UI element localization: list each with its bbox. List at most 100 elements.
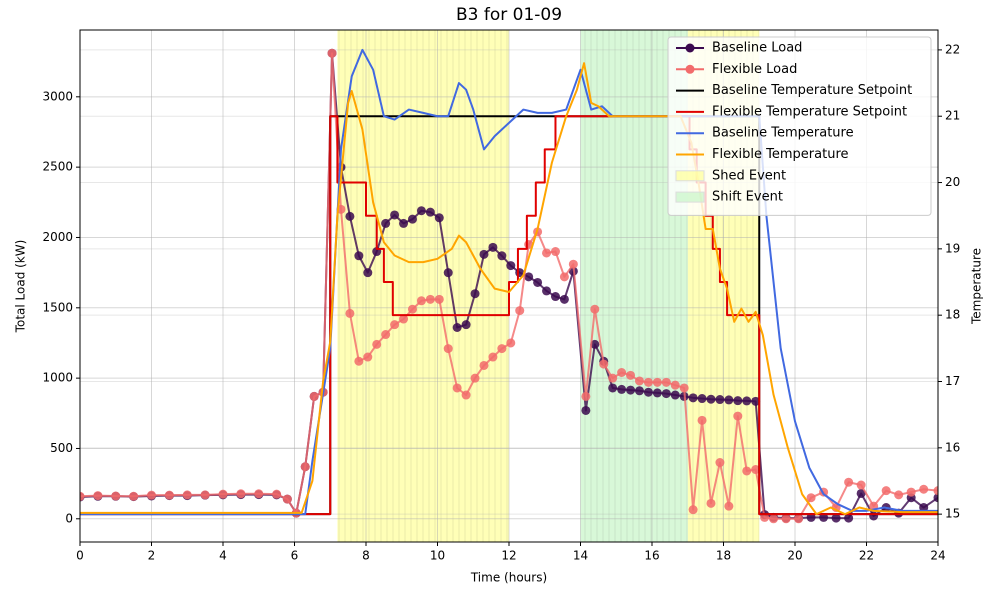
x-tick-label: 18 xyxy=(716,549,731,563)
data-point xyxy=(272,489,282,499)
data-point xyxy=(327,48,337,58)
y2-axis-label: Temperature xyxy=(970,248,984,325)
data-point xyxy=(282,494,292,504)
data-point xyxy=(129,491,139,501)
data-point xyxy=(608,383,618,393)
data-point xyxy=(670,380,680,390)
data-point xyxy=(515,306,525,316)
data-point xyxy=(470,289,480,299)
data-point xyxy=(617,368,627,378)
data-point xyxy=(697,394,707,404)
data-point xyxy=(488,352,498,362)
data-point xyxy=(559,272,569,282)
legend-label: Baseline Temperature Setpoint xyxy=(712,83,912,98)
data-point xyxy=(661,389,671,399)
data-point xyxy=(182,490,192,500)
data-point xyxy=(643,387,653,397)
data-point xyxy=(781,514,791,524)
axes: 0 2 4 6 8 10 12 14 16 18 20 22 240500100015002000250… xyxy=(42,29,960,563)
data-point xyxy=(147,490,156,500)
data-point xyxy=(407,214,417,224)
x-tick-label: 6 xyxy=(291,549,299,563)
data-point xyxy=(894,490,904,500)
data-point xyxy=(856,480,866,490)
y-axis-label: Total Load (kW) xyxy=(14,240,28,334)
data-point xyxy=(345,308,355,318)
data-point xyxy=(434,294,444,304)
data-point xyxy=(80,491,85,501)
plot-frame xyxy=(79,29,939,543)
data-point xyxy=(399,314,409,324)
x-tick-label: 24 xyxy=(930,549,945,563)
x-tick-label: 10 xyxy=(430,549,445,563)
y2-tick-label: 21 xyxy=(945,109,960,123)
data-point xyxy=(434,213,444,223)
data-point xyxy=(452,322,462,332)
data-point xyxy=(550,247,560,257)
data-point xyxy=(751,465,761,475)
legend-label: Flexible Load xyxy=(712,62,797,77)
legend-box xyxy=(667,36,932,216)
data-point xyxy=(390,320,400,330)
data-point xyxy=(461,320,471,330)
data-point xyxy=(617,384,627,394)
data-point xyxy=(856,488,866,498)
x-tick-label: 4 xyxy=(219,549,227,563)
data-point xyxy=(581,405,591,415)
series-line xyxy=(80,62,938,516)
data-point xyxy=(706,394,716,404)
data-point xyxy=(506,338,516,348)
y2-tick-label: 22 xyxy=(945,42,960,56)
data-point xyxy=(769,514,779,524)
data-point xyxy=(254,489,264,499)
data-point xyxy=(806,493,816,503)
data-point xyxy=(881,486,891,496)
data-point xyxy=(733,411,743,421)
data-point xyxy=(652,388,662,398)
x-tick-label: 8 xyxy=(362,549,370,563)
legend-label: Shed Event xyxy=(712,168,786,183)
data-point xyxy=(626,385,636,395)
data-point xyxy=(599,359,609,369)
x-tick-label: 20 xyxy=(787,549,802,563)
data-point xyxy=(679,383,689,393)
data-point xyxy=(443,268,453,278)
data-point xyxy=(844,477,854,487)
data-point xyxy=(670,390,680,400)
y-tick-label: 0 xyxy=(65,511,73,525)
series-line xyxy=(80,48,938,516)
data-point xyxy=(724,395,734,405)
data-point xyxy=(363,268,373,278)
data-point xyxy=(831,513,841,523)
data-point xyxy=(345,211,355,221)
data-point xyxy=(470,373,480,383)
data-point xyxy=(416,296,426,306)
data-point xyxy=(688,505,698,515)
data-point xyxy=(697,415,707,425)
data-point xyxy=(354,356,364,366)
data-point xyxy=(919,484,929,494)
data-point xyxy=(372,339,382,349)
data-point xyxy=(309,391,319,401)
data-point xyxy=(461,390,471,400)
data-point xyxy=(542,286,552,296)
legend-swatch xyxy=(675,191,705,203)
y-tick-label: 500 xyxy=(50,441,73,455)
data-point xyxy=(715,458,725,468)
data-point xyxy=(933,493,938,503)
data-point xyxy=(751,396,761,406)
data-point xyxy=(111,491,121,501)
data-point xyxy=(363,352,373,362)
legend-label: Flexible Temperature xyxy=(712,147,849,162)
data-point xyxy=(590,339,600,349)
event-hatch xyxy=(337,30,509,542)
data-point xyxy=(733,396,743,406)
data-point xyxy=(559,294,569,304)
data-point xyxy=(906,487,916,497)
data-point xyxy=(919,503,929,513)
data-point xyxy=(652,377,662,387)
data-point xyxy=(425,294,435,304)
legend-label: Flexible Temperature Setpoint xyxy=(712,104,907,119)
data-point xyxy=(581,391,591,401)
